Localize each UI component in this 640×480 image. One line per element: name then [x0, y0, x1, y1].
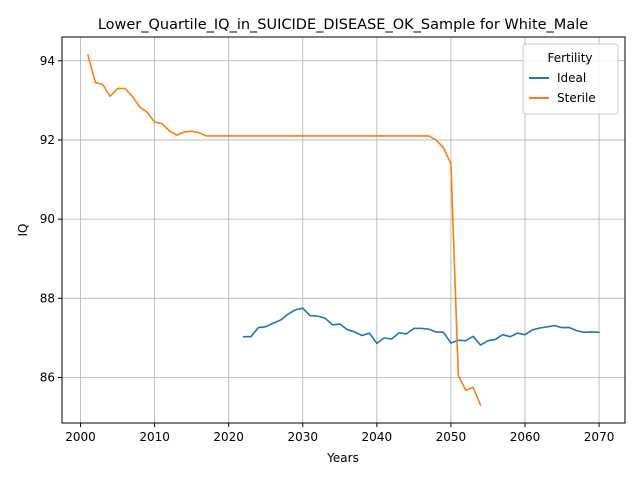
x-tick-label: 2070 — [584, 430, 615, 444]
series-line-ideal — [242, 307, 600, 346]
x-axis-label: Years — [326, 451, 359, 465]
y-tick-label: 94 — [40, 54, 55, 68]
legend: Fertility Ideal Sterile — [522, 43, 619, 115]
y-tick-label: 90 — [40, 212, 55, 226]
x-tick-label: 2060 — [510, 430, 541, 444]
plot-frame — [61, 36, 626, 424]
series-line-sterile — [87, 54, 482, 406]
legend-label-sterile: Sterile — [557, 91, 596, 105]
x-tick-label: 2020 — [213, 430, 244, 444]
x-tick-label: 2030 — [287, 430, 318, 444]
y-axis-label: IQ — [16, 224, 30, 237]
legend-title: Fertility — [547, 51, 592, 65]
x-tick-label: 2050 — [436, 430, 467, 444]
x-tick-label: 2010 — [139, 430, 170, 444]
x-tick-label: 2000 — [65, 430, 96, 444]
x-tick-label: 2040 — [362, 430, 393, 444]
axis-ticks: 2000 2010 2020 2030 2040 2050 2060 2070 86 88 90 92… — [40, 54, 615, 444]
chart-title: Lower_Quartile_IQ_in_SUICIDE_DISEASE_OK_… — [98, 17, 588, 33]
series-lines — [87, 54, 600, 406]
y-tick-label: 86 — [40, 370, 55, 384]
legend-box — [522, 43, 619, 115]
y-tick-label: 92 — [40, 133, 55, 147]
legend-label-ideal: Ideal — [557, 71, 586, 85]
y-tick-label: 88 — [40, 291, 55, 305]
